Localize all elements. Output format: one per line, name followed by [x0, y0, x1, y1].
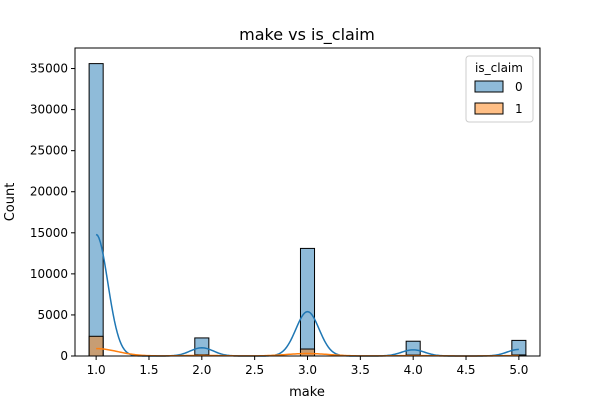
bar-series-0-2: [299, 247, 316, 357]
x-tick-label: 1.0: [87, 363, 106, 377]
y-tick-label: 0: [60, 349, 68, 363]
bar-series-1-2: [299, 348, 316, 357]
x-tick-label: 2.0: [192, 363, 211, 377]
x-tick-label: 4.0: [404, 363, 423, 377]
legend-label-1: 1: [515, 102, 523, 116]
legend-swatch-0: [474, 80, 504, 93]
y-tick-label: 25000: [30, 144, 68, 158]
bars-layer: [88, 63, 527, 357]
x-tick-label: 3.5: [351, 363, 370, 377]
legend-swatch-1: [474, 102, 504, 115]
x-tick-label: 1.5: [139, 363, 158, 377]
y-tick-label: 15000: [30, 226, 68, 240]
y-tick-label: 10000: [30, 267, 68, 281]
x-tick-label: 5.0: [509, 363, 528, 377]
x-axis-label: make: [289, 385, 325, 400]
y-axis-ticks: 0 5000 10000 15000 20000 25000 30000 35000: [30, 62, 75, 363]
x-tick-label: 2.5: [245, 363, 264, 377]
x-tick-label: 3.0: [298, 363, 317, 377]
legend: is_claim 0 1: [465, 55, 534, 123]
legend-title: is_claim: [475, 61, 523, 75]
bar-series-1-0: [88, 335, 104, 357]
x-axis-ticks: 1.0 1.5 2.0 2.5 3.0 3.5 4.0 4.5 5.0: [87, 356, 528, 377]
chart-title: make vs is_claim: [239, 25, 375, 45]
y-tick-label: 20000: [30, 185, 68, 199]
bar-series-0-0: [88, 63, 104, 357]
y-tick-label: 30000: [30, 103, 68, 117]
legend-label-0: 0: [515, 80, 523, 94]
bar-series-0-1: [194, 337, 210, 357]
y-tick-label: 35000: [30, 62, 68, 76]
bar-series-0-4: [511, 339, 527, 357]
bar-series-0-3: [405, 340, 421, 357]
plot-area: [74, 47, 541, 357]
y-axis-label: Count: [3, 183, 18, 222]
y-tick-label: 5000: [37, 308, 68, 322]
x-tick-label: 4.5: [456, 363, 475, 377]
